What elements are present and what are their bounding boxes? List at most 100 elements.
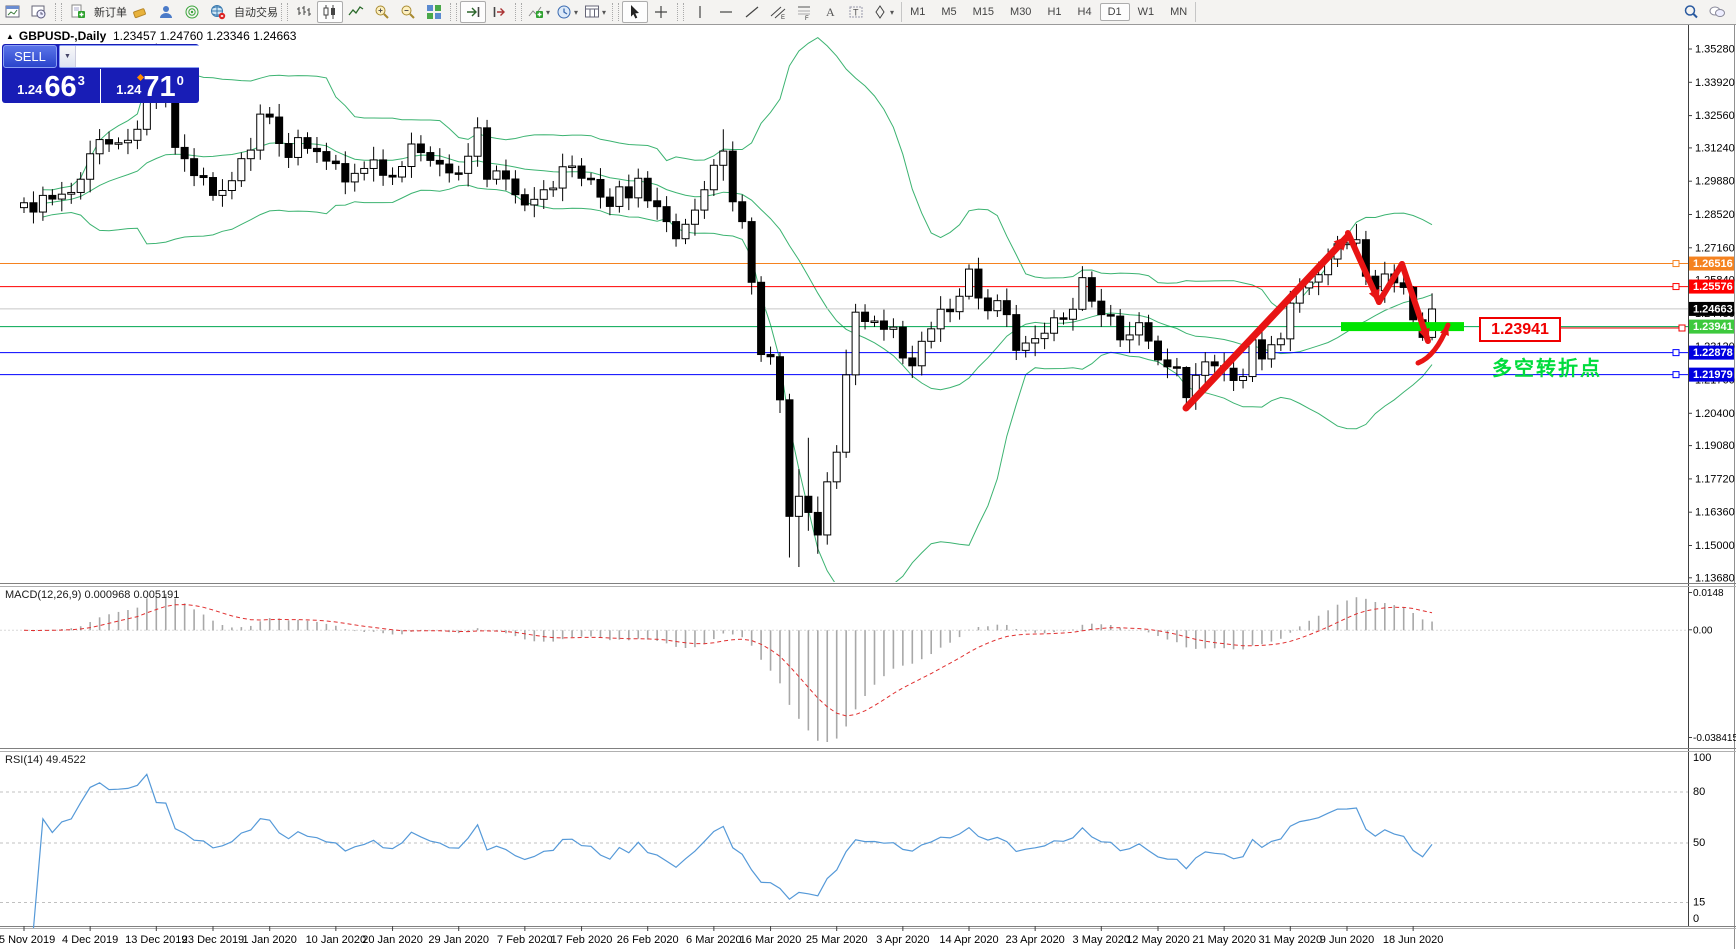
profiles-icon[interactable] xyxy=(26,1,52,23)
sell-price-prefix: 1.24 xyxy=(17,82,43,97)
sell-price[interactable]: 1.24 66 3 xyxy=(2,69,101,103)
date-axis-label: 3 May 2020 xyxy=(1073,934,1130,946)
chevron-down-icon[interactable]: ▾ xyxy=(602,7,607,17)
new-chart-icon[interactable] xyxy=(0,1,26,23)
price-level-label: 1.21979 xyxy=(1693,369,1733,381)
chevron-down-icon[interactable]: ▾ xyxy=(574,7,579,17)
buy-price-prefix: 1.24 xyxy=(116,82,142,97)
date-axis-label: 17 Feb 2020 xyxy=(551,934,613,946)
price-level-label: 1.26516 xyxy=(1693,258,1733,270)
search-icon[interactable] xyxy=(1678,1,1704,23)
text-icon[interactable]: A xyxy=(817,1,843,23)
autotrading-icon[interactable] xyxy=(205,1,231,23)
date-axis-label: 6 Mar 2020 xyxy=(686,934,742,946)
toolbar-separator xyxy=(450,3,457,21)
price-axis-tick: 1.17720 xyxy=(1695,473,1735,485)
date-axis-label: 18 Jun 2020 xyxy=(1383,934,1444,946)
price-axis-tick: 1.20400 xyxy=(1695,408,1735,420)
timeframe-m15[interactable]: M15 xyxy=(972,6,995,18)
rsi-axis-tick: 80 xyxy=(1693,786,1705,798)
date-axis-label: 3 Apr 2020 xyxy=(876,934,929,946)
linechart-icon[interactable] xyxy=(343,1,369,23)
zoom-in-icon[interactable] xyxy=(369,1,395,23)
rsi-axis-tick: 50 xyxy=(1693,837,1705,849)
timeframe-mn[interactable]: MN xyxy=(1170,6,1188,18)
one-click-trading-panel: SELL ▼ ▲ BUY 1.24 66 3 1.24 71 0 xyxy=(2,44,199,103)
date-axis-label: 16 Mar 2020 xyxy=(740,934,802,946)
candles-icon[interactable] xyxy=(317,1,343,23)
volume-input[interactable] xyxy=(76,46,199,67)
textlabel-icon[interactable]: T xyxy=(843,1,869,23)
macd-readout: MACD(12,26,9) 0.000968 0.005191 xyxy=(5,589,180,601)
chevron-down-icon[interactable]: ▾ xyxy=(546,7,551,17)
date-axis-label: 23 Apr 2020 xyxy=(1005,934,1064,946)
timeframe-group: M1 M5 M15 M30 H1 H4 D1 W1 MN xyxy=(901,2,1197,22)
date-axis-label: 4 Dec 2019 xyxy=(62,934,118,946)
chevron-down-icon[interactable]: ▾ xyxy=(890,7,895,17)
toolbar-separator xyxy=(677,3,685,21)
channel-icon[interactable]: E xyxy=(765,1,791,23)
macd-axis-tick: 0.0148 xyxy=(1693,588,1724,599)
arrows-icon[interactable]: ▾ xyxy=(869,1,897,23)
svg-text:F: F xyxy=(805,16,809,20)
fibo-icon[interactable]: F xyxy=(791,1,817,23)
price-axis-tick: 1.28520 xyxy=(1695,209,1735,221)
timeframe-m5[interactable]: M5 xyxy=(941,6,957,18)
timeframe-h4[interactable]: H4 xyxy=(1077,6,1092,18)
timeframe-m1[interactable]: M1 xyxy=(910,6,926,18)
crosshair-icon[interactable] xyxy=(648,1,674,23)
trendline-icon[interactable] xyxy=(739,1,765,23)
price-axis-tick: 1.33920 xyxy=(1695,77,1735,89)
hline-icon[interactable] xyxy=(713,1,739,23)
new-order-label[interactable]: 新订单 xyxy=(94,7,127,19)
timeframe-h1[interactable]: H1 xyxy=(1047,6,1062,18)
indicators-icon[interactable]: ▾ xyxy=(525,1,553,23)
date-axis-label: 29 Jan 2020 xyxy=(428,934,489,946)
timeframe-m30[interactable]: M30 xyxy=(1010,6,1032,18)
price-level-label: 1.25576 xyxy=(1693,281,1733,293)
price-level-label: 1.22878 xyxy=(1693,347,1733,359)
volume-decrease-button[interactable]: ▼ xyxy=(60,46,76,67)
experts-icon[interactable] xyxy=(153,1,179,23)
date-axis-label: 23 Dec 2019 xyxy=(182,934,244,946)
cursor-icon[interactable] xyxy=(622,1,649,23)
autotrading-label[interactable]: 自动交易 xyxy=(234,7,278,19)
toolbar: 新订单 自动交易 ▾ ▾ ▾ E F A T ▾ M1 M5 M15 M30 H1 H4 D1 W1 MN xyxy=(0,0,1736,25)
svg-text:A: A xyxy=(826,5,835,19)
timeframe-d1[interactable]: D1 xyxy=(1099,3,1130,21)
ohlc-readout: 1.23457 1.24760 1.23346 1.24663 xyxy=(112,29,297,43)
macd-axis-tick: 0.00 xyxy=(1693,625,1713,636)
vline-icon[interactable] xyxy=(687,1,713,23)
new-order-icon[interactable] xyxy=(65,1,91,23)
buy-price[interactable]: 1.24 71 0 xyxy=(101,69,199,103)
chart-title: ▲ GBPUSD-,Daily 1.23457 1.24760 1.23346 1… xyxy=(6,29,296,43)
signals-icon[interactable] xyxy=(179,1,205,23)
toolbar-separator xyxy=(281,3,288,21)
date-axis-label: 7 Feb 2020 xyxy=(497,934,553,946)
chat-icon[interactable] xyxy=(1704,1,1730,23)
sell-button[interactable]: SELL xyxy=(3,45,57,68)
price-axis-tick: 1.13680 xyxy=(1695,572,1735,584)
sell-price-sup: 3 xyxy=(77,73,85,88)
date-axis-label: 14 Apr 2020 xyxy=(939,934,998,946)
metaeditor-icon[interactable] xyxy=(127,1,153,23)
rsi-readout: RSI(14) 49.4522 xyxy=(5,754,86,766)
symbol-period-label: GBPUSD-,Daily xyxy=(18,29,107,43)
autoscroll-icon[interactable] xyxy=(460,1,486,23)
buy-price-big: 71 xyxy=(143,71,176,103)
zoom-out-icon[interactable] xyxy=(395,1,421,23)
pivot-note-text[interactable]: 多空转折点 xyxy=(1492,358,1602,380)
periods-icon[interactable]: ▾ xyxy=(553,1,581,23)
templates-icon[interactable]: ▾ xyxy=(581,1,609,23)
shift-icon[interactable] xyxy=(486,1,512,23)
collapse-icon[interactable]: ▲ xyxy=(6,32,14,41)
tile-icon[interactable] xyxy=(421,1,447,23)
price-callout-label[interactable]: 1.23941 xyxy=(1479,317,1561,342)
bars-icon[interactable] xyxy=(291,1,317,23)
toolbar-separator xyxy=(515,3,522,21)
price-axis-tick: 1.32560 xyxy=(1695,110,1735,122)
timeframe-w1[interactable]: W1 xyxy=(1137,6,1155,18)
price-level-label: 1.24663 xyxy=(1693,303,1733,315)
